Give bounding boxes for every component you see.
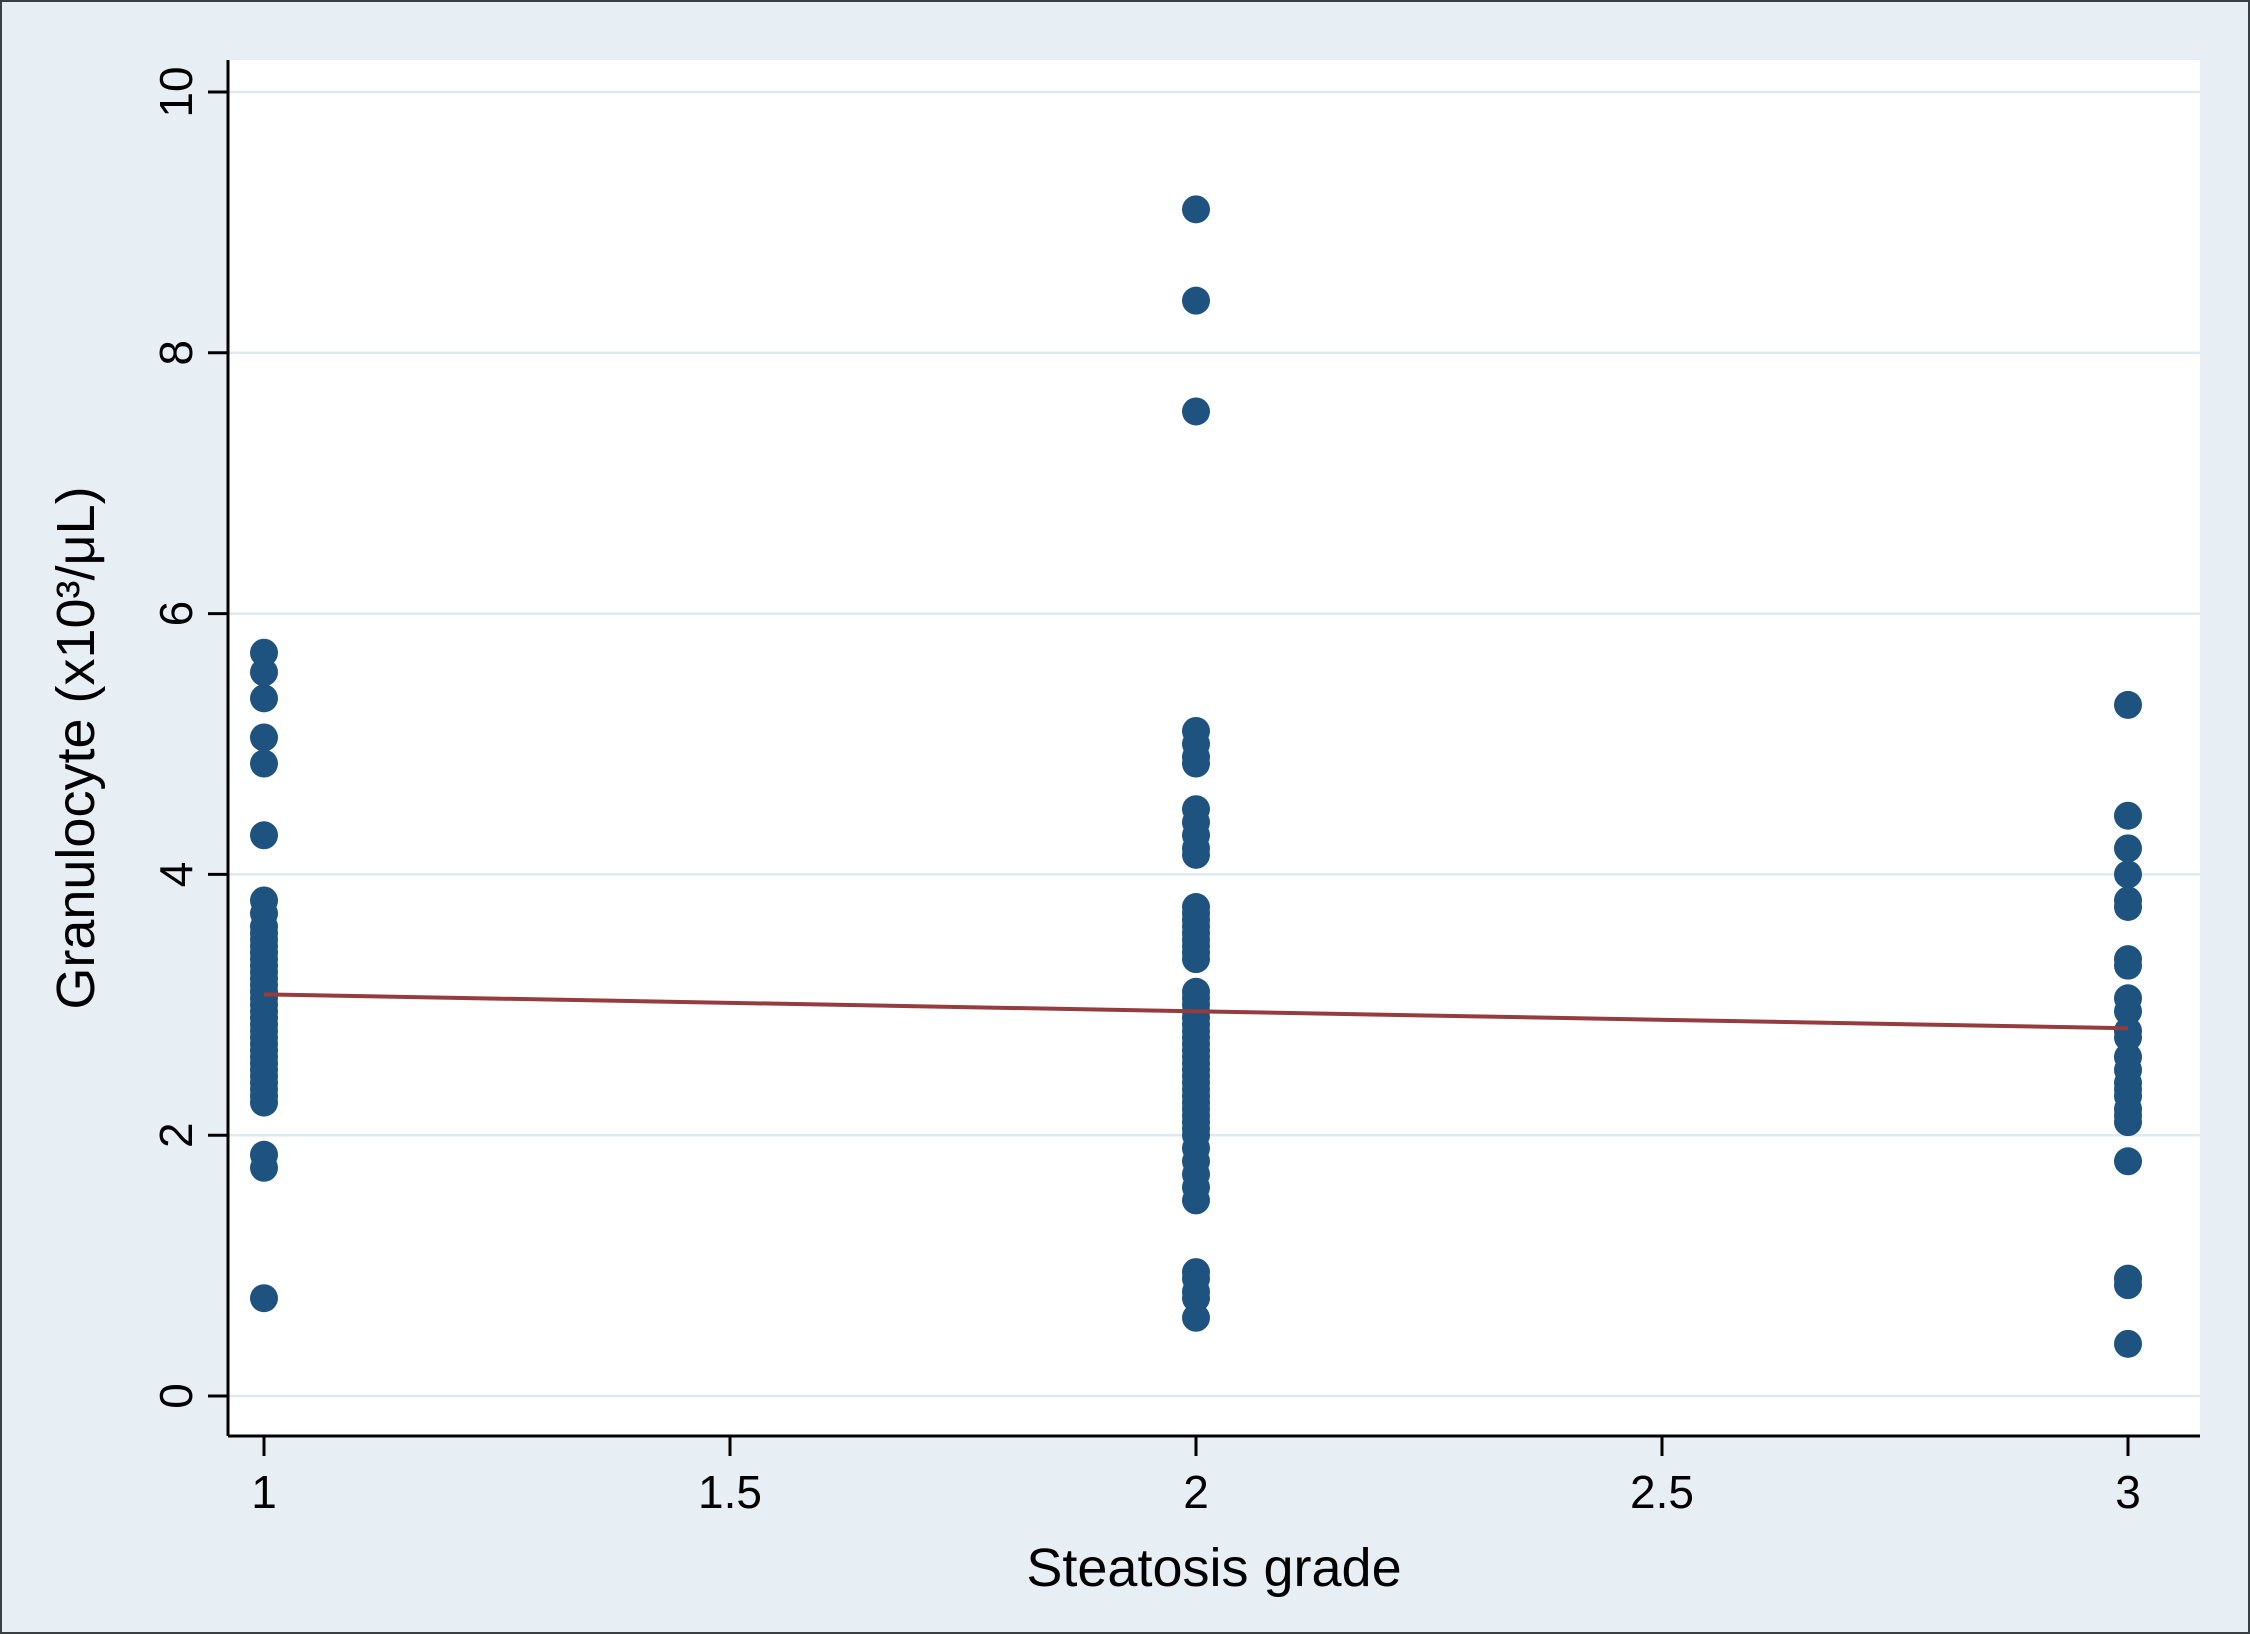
data-point [1182,1186,1210,1215]
y-tick-label: 10 [150,66,202,117]
data-point [2114,1329,2142,1358]
tick-labels: 0 2 4 6 8 10 1 1.5 2 2.5 3 [150,66,2141,1518]
x-tick-label: 1 [251,1466,277,1518]
x-tick-label: 3 [2115,1466,2141,1518]
data-point [1182,840,1210,869]
x-tick-label: 2 [1183,1466,1209,1518]
y-tick-label: 6 [150,601,202,627]
gridlines [228,90,2200,1398]
data-point [250,684,278,713]
data-point [250,723,278,752]
x-tick-label: 1.5 [698,1466,762,1518]
data-point [1182,749,1210,778]
tick-marks [208,90,2130,1456]
data-point [250,658,278,687]
data-point [1182,397,1210,426]
axes [226,60,2200,1438]
data-point [2114,997,2142,1026]
data-point [2114,690,2142,719]
data-point [2114,893,2142,921]
data-point [250,1153,278,1182]
data-point [250,1284,278,1313]
data-point [250,638,278,667]
data-point [1182,1284,1210,1313]
y-tick-label: 8 [150,340,202,366]
data-point [2114,951,2142,980]
data-point [1182,1303,1210,1332]
data-point [250,821,278,850]
data-point [2114,860,2142,889]
data-point [1182,945,1210,974]
y-axis-title: Granulocyte (x10³/μL) [46,486,106,1009]
data-point [2114,1108,2142,1137]
data-point [2114,801,2142,830]
data-point [2114,1147,2142,1176]
data-point [1182,286,1210,315]
data-points [250,195,2142,1358]
data-point [1182,195,1210,224]
data-point [250,1088,278,1117]
x-axis-title: Steatosis grade [1026,1538,1401,1598]
y-tick-label: 4 [150,862,202,888]
x-tick-label: 2.5 [1630,1466,1694,1518]
data-point [2114,1023,2142,1052]
data-point [250,749,278,778]
y-tick-label: 2 [150,1122,202,1148]
data-point [2114,834,2142,863]
plot-area [228,60,2200,1436]
fit-line [263,992,2129,1031]
data-point [2114,1271,2142,1300]
y-tick-label: 0 [150,1383,202,1409]
